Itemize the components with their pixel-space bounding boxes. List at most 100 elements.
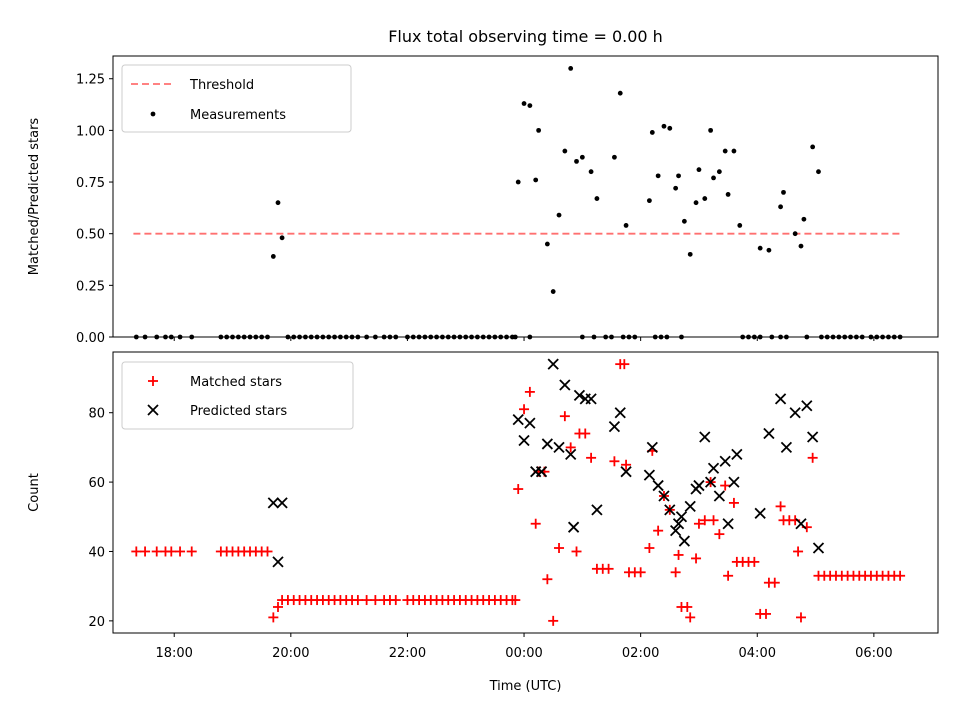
measurement-point — [696, 167, 702, 173]
measurement-point — [673, 185, 679, 191]
predicted-star-point — [780, 441, 793, 454]
predicted-star-point — [541, 438, 554, 450]
marker-stroke — [524, 417, 536, 429]
predicted-star-point — [675, 511, 688, 523]
marker-stroke — [693, 479, 705, 492]
predicted-star-point — [693, 479, 705, 492]
top-panel: 0.00 0.25 0.50 0.75 1.00 1.25 Matched/Predict… — [27, 55, 939, 346]
marker-stroke — [267, 497, 279, 509]
measurement-point — [515, 179, 521, 185]
bottom-axes-frame — [112, 351, 939, 634]
matched-star-point — [131, 546, 142, 557]
measurement-point — [527, 103, 533, 108]
predicted-star-point — [646, 441, 658, 454]
measurement-point — [781, 189, 786, 195]
measurement-point — [612, 154, 617, 160]
legend-matched-label: Matched stars — [190, 375, 282, 390]
marker-stroke — [672, 518, 685, 530]
marker-stroke — [591, 504, 603, 516]
matched-star-point — [699, 515, 710, 526]
predicted-star-point — [763, 427, 775, 440]
predicted-star-point — [728, 476, 740, 488]
marker-stroke — [675, 511, 688, 523]
predicted-star-point — [567, 521, 580, 533]
predicted-star-point — [672, 518, 685, 530]
matched-star-point — [548, 615, 559, 626]
legend-measurements-label: Measurements — [190, 108, 286, 123]
predicted-star-point — [704, 476, 717, 488]
marker-stroke — [684, 500, 696, 513]
marker-stroke — [276, 497, 288, 509]
measurement-point — [568, 65, 574, 71]
x-tick-label: 22:00 — [389, 646, 426, 661]
predicted-star-point — [731, 448, 743, 460]
y-tick-label: 0.00 — [76, 331, 105, 346]
predicted-star-point — [272, 556, 284, 568]
predicted-star-point — [276, 497, 288, 509]
measurement-point — [275, 200, 281, 206]
matched-star-point — [895, 570, 906, 581]
matched-star-point — [644, 543, 655, 554]
marker-stroke — [147, 404, 159, 416]
matched-star-point — [530, 518, 541, 529]
matched-star-point — [273, 601, 283, 612]
matched-star-point — [586, 452, 597, 463]
predicted-star-point — [754, 507, 766, 519]
measurement-point — [550, 289, 556, 294]
marker-stroke — [731, 448, 743, 460]
measurement-point — [646, 198, 652, 204]
predicted-star-point — [573, 389, 586, 402]
legend-frame — [121, 361, 354, 430]
marker-stroke — [774, 393, 787, 405]
marker-stroke — [573, 389, 586, 402]
matched-star-point — [807, 452, 818, 463]
matched-star-point — [714, 529, 725, 540]
predicted-star-point — [553, 441, 565, 454]
measurement-point — [544, 241, 550, 247]
measurement-point — [801, 216, 807, 222]
top-axes-frame — [112, 55, 939, 338]
marker-stroke — [608, 420, 621, 433]
count-series — [131, 358, 906, 626]
matched-star-point — [635, 567, 646, 578]
matched-star-point — [361, 595, 372, 606]
matched-star-point — [151, 546, 162, 557]
bottom-y-axis: 20 40 60 80 — [88, 407, 113, 630]
top-x-axis — [173, 337, 875, 341]
measurement-point — [533, 177, 539, 183]
x-tick-label: 18:00 — [155, 646, 192, 661]
matched-star-point — [603, 563, 614, 574]
matched-star-point — [390, 595, 401, 606]
measurement-point — [623, 223, 629, 228]
marker-stroke — [699, 431, 711, 443]
predicted-star-point — [795, 518, 807, 530]
marker-stroke — [646, 441, 658, 454]
marker-stroke — [669, 525, 682, 537]
matched-star-point — [609, 456, 620, 467]
predicted-star-point — [807, 431, 819, 443]
measurement-point — [676, 173, 681, 179]
matched-star-point — [653, 525, 664, 536]
measurement-point — [687, 251, 693, 257]
measurement-point — [655, 173, 661, 179]
y-tick-label: 80 — [88, 407, 105, 422]
predicted-star-point — [789, 407, 801, 419]
top-y-axis-label: Matched/Predicted stars — [27, 118, 42, 276]
marker-stroke — [707, 462, 720, 474]
measurement-point — [617, 90, 623, 96]
chart-title: Flux total observing time = 0.00 h — [388, 27, 663, 46]
predicted-star-point — [535, 466, 548, 478]
marker-stroke — [658, 490, 670, 502]
predicted-star-point — [713, 490, 725, 502]
measurement-point — [556, 212, 562, 218]
x-tick-label: 00:00 — [505, 646, 542, 661]
predicted-star-point — [707, 462, 720, 474]
legend-predicted-swatch — [147, 404, 159, 416]
predicted-star-point — [591, 504, 603, 516]
predicted-star-point — [608, 420, 621, 433]
matched-star-point — [559, 411, 570, 422]
predicted-star-point — [614, 407, 626, 419]
measurement-point — [588, 169, 594, 175]
matched-star-point — [693, 518, 704, 529]
predicted-star-point — [652, 479, 664, 492]
